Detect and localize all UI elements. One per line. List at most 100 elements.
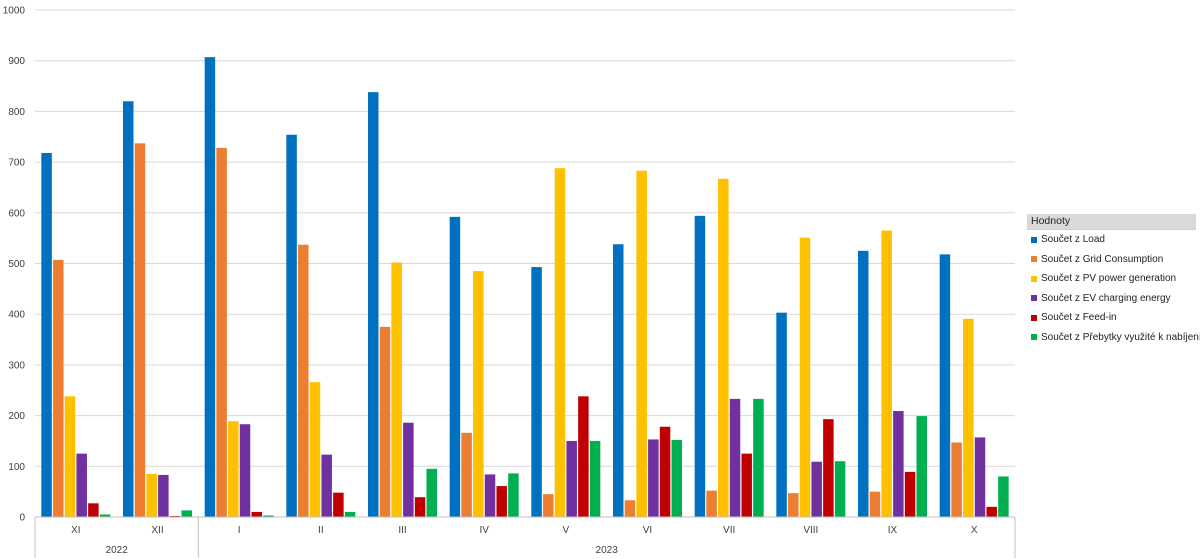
x-tick-label: VI [643,525,652,536]
bar [321,454,332,517]
bar [146,473,157,517]
bar [449,216,461,517]
bar [64,396,76,517]
legend-title: Hodnoty [1027,214,1196,230]
legend-label: Součet z Load [1041,234,1105,246]
bar [893,411,904,517]
bar [636,170,647,517]
legend-items: Součet z Load Součet z Grid Consumption So… [1027,230,1200,347]
x-tick-label: VII [723,525,735,536]
bar [123,101,134,517]
bar [811,461,822,517]
legend-swatch [1031,295,1037,302]
x-tick-label: IX [888,525,898,536]
legend-swatch [1031,256,1037,263]
bar [344,511,356,517]
bar [659,426,671,517]
y-tick-label: 1000 [3,6,26,17]
bar [543,494,554,517]
bar [286,134,297,518]
bar [379,326,391,517]
bar [309,382,321,517]
bar [368,92,379,517]
legend-swatch [1031,334,1037,341]
legend-label: Součet z Feed-in [1041,312,1117,324]
y-tick-label: 500 [8,259,25,270]
bar [613,244,624,517]
bar [648,439,659,517]
bar [998,476,1009,517]
x-tick-label: II [318,525,324,536]
bar [298,244,309,517]
legend-item: Součet z Feed-in [1027,308,1196,328]
bar [589,440,601,517]
bar [508,473,519,517]
bar [484,474,496,517]
bar [251,511,262,517]
bar [414,497,426,517]
bar [823,419,834,517]
bar [228,421,239,517]
y-tick-label: 0 [19,513,25,524]
legend-label: Součet z Grid Consumption [1041,253,1164,265]
legend-label: Součet z Přebytky využité k nabíjení [1041,331,1200,343]
bar [216,147,227,518]
bar [776,312,787,517]
x-tick-label: XII [151,525,163,536]
legend-swatch [1031,236,1037,243]
bar [788,493,799,517]
bar [333,492,344,517]
bar [694,215,706,518]
y-tick-label: 200 [8,411,25,422]
bar [426,468,437,517]
legend-swatch [1031,314,1037,321]
bar [881,230,892,518]
bar [566,440,577,517]
y-tick-label: 900 [8,56,25,67]
bar [473,271,484,517]
gridlines [35,9,1015,518]
bar [986,506,997,517]
bar [834,461,846,517]
y-tick-label: 400 [8,310,25,321]
bar [88,503,99,517]
bar [554,168,566,517]
bar [169,515,181,517]
bar [974,437,986,517]
bar [578,396,589,517]
bar [239,424,251,517]
bar [531,267,542,517]
x-tick-label: X [971,525,978,536]
y-tick-label: 600 [8,208,25,219]
bar [963,318,974,517]
y-tick-label: 700 [8,158,25,169]
legend-item: Součet z Grid Consumption [1027,250,1196,270]
bar [76,453,87,517]
x-group-label: 2023 [596,545,619,556]
bar [158,474,169,517]
x-tick-label: XI [71,525,80,536]
x-group-label: 2022 [106,545,129,556]
bar [496,486,507,517]
x-tick-label: V [562,525,569,536]
y-tick-label: 100 [8,462,25,473]
x-tick-label: VIII [803,525,818,536]
legend-item: Součet z Load [1027,230,1196,250]
legend-label: Součet z EV charging energy [1041,292,1171,304]
bars [41,57,1009,518]
bar [869,491,881,517]
bar [706,490,717,517]
bar [99,514,111,517]
bar [391,262,402,517]
x-tick-label: IV [479,525,489,536]
bar [134,143,146,517]
bar [858,250,869,517]
bar [718,178,729,517]
legend-swatch [1031,275,1037,282]
x-tick-label: I [238,525,241,536]
legend-item: Součet z PV power generation [1027,269,1196,289]
y-tick-label: 800 [8,107,25,118]
bar [671,439,682,517]
